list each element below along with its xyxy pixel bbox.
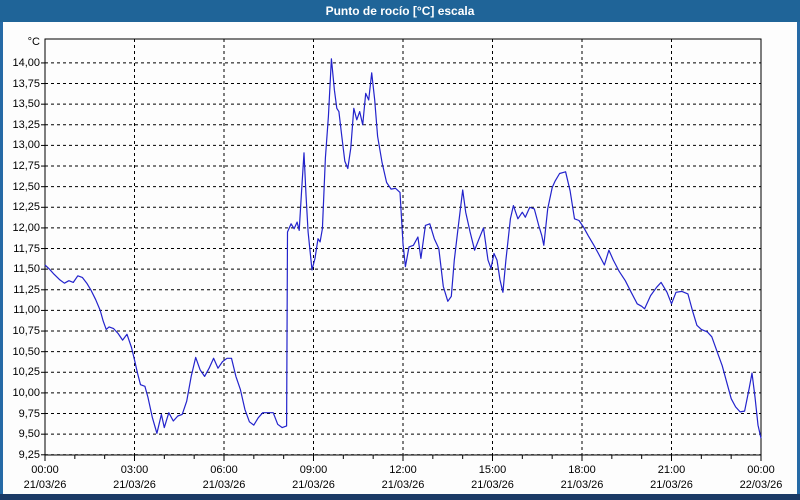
y-axis-tick-label: 10,50 xyxy=(12,345,40,358)
y-axis-tick-label: 11,00 xyxy=(13,304,40,317)
y-axis-tick-label: 10,00 xyxy=(12,386,40,399)
x-axis-tick-date: 21/03/26 xyxy=(292,479,335,491)
x-axis-tick-date: 21/03/26 xyxy=(23,479,67,491)
chart-svg[interactable] xyxy=(41,38,762,461)
y-axis-tick-label: 12,25 xyxy=(12,201,40,214)
y-axis-tick-label: 13,00 xyxy=(12,139,40,152)
plot-border xyxy=(44,38,762,456)
window-title-bar: Punto de rocío [°C] escala xyxy=(0,0,800,22)
window-title: Punto de rocío [°C] escala xyxy=(325,4,475,18)
dewpoint-line xyxy=(44,58,762,439)
y-axis-tick-label: 13,75 xyxy=(12,77,40,90)
y-axis-tick-label: 10,75 xyxy=(12,325,40,338)
x-axis-tick-time: 03:00 xyxy=(120,464,149,476)
window-border-left xyxy=(0,22,3,495)
x-axis-tick-date: 21/03/26 xyxy=(202,479,246,491)
x-axis-tick-time: 12:00 xyxy=(389,464,417,476)
x-axis-tick-time: 06:00 xyxy=(210,464,238,476)
x-axis-tick-date: 21/03/26 xyxy=(560,479,604,491)
y-axis-tick-label: 11,25 xyxy=(13,283,40,296)
x-axis-tick-time: 21:00 xyxy=(657,464,686,476)
y-axis-unit-label: °C xyxy=(27,36,40,48)
y-axis-tick-label: 9,75 xyxy=(18,407,40,420)
plot-area[interactable] xyxy=(41,38,762,461)
y-axis-tick-label: 10,25 xyxy=(12,366,40,379)
y-axis-tick-label: 12,75 xyxy=(12,160,40,173)
x-axis-tick-time: 00:00 xyxy=(31,464,59,476)
window-border-bottom xyxy=(0,494,800,500)
y-axis-tick-label: 11,50 xyxy=(13,263,40,276)
y-axis-tick-label: 14,00 xyxy=(12,56,40,69)
y-axis-tick-label: 9,25 xyxy=(18,448,40,461)
x-axis-tick-time: 18:00 xyxy=(568,464,596,476)
x-axis-tick-time: 00:00 xyxy=(747,464,775,476)
x-axis-tick-date: 21/03/26 xyxy=(381,479,425,491)
y-axis-tick-label: 9,50 xyxy=(18,428,40,441)
y-axis-tick-label: 13,25 xyxy=(12,118,40,131)
y-axis-tick-label: 13,50 xyxy=(12,98,40,111)
x-axis-tick-date: 21/03/26 xyxy=(650,479,693,491)
x-axis-tick-date: 21/03/26 xyxy=(113,479,156,491)
x-axis-tick-time: 15:00 xyxy=(478,464,507,476)
y-axis-tick-label: 12,00 xyxy=(12,221,40,234)
y-axis-tick-label: 11,75 xyxy=(13,242,40,255)
y-axis-tick-label: 12,50 xyxy=(12,180,40,193)
window-border-right xyxy=(797,22,800,495)
x-axis-tick-time: 09:00 xyxy=(299,464,328,476)
x-axis-tick-date: 21/03/26 xyxy=(471,479,514,491)
x-axis-tick-date: 22/03/26 xyxy=(739,479,783,491)
